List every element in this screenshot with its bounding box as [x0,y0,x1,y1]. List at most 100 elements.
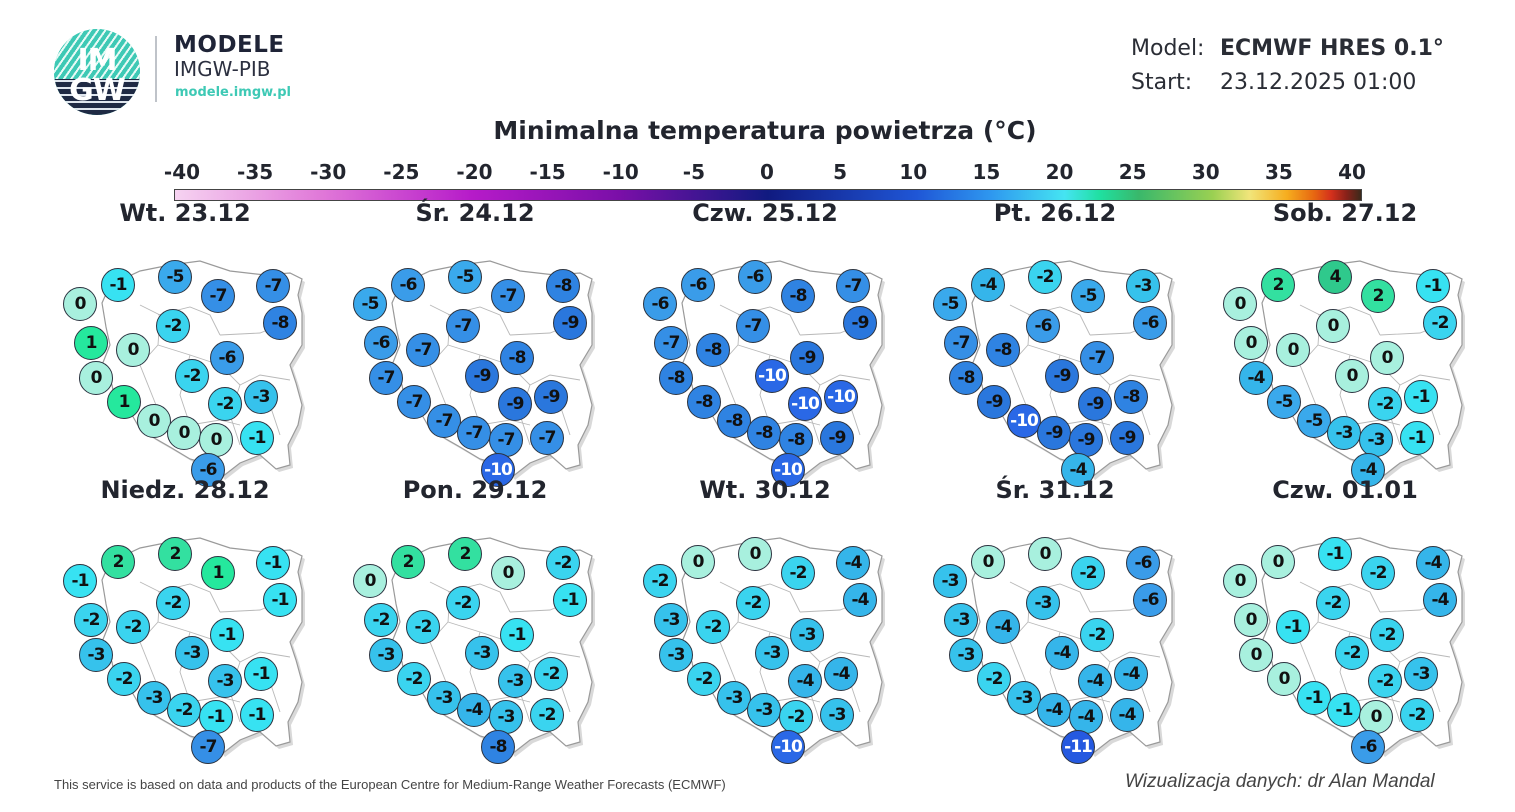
station-temperature-marker: -3 [1327,416,1361,450]
station-temperature-marker: -6 [1026,309,1060,343]
station-temperature-marker: -4 [843,583,877,617]
brand-subtitle: IMGW-PIB [174,57,271,81]
station-temperature-marker: -3 [79,638,113,672]
station-temperature-marker: 0 [63,287,97,321]
station-temperature-marker: 0 [1370,341,1404,375]
forecast-map-panel: Pon. 29.12 2 2 0 -2 0 -2 -1 -2 -2 -1 -3 -3 -2 -2 -3 -3 -4… [330,476,620,769]
colorbar-tick: 25 [1118,160,1147,184]
start-label: Start: [1131,70,1193,95]
station-temperature-marker: 4 [1318,260,1352,294]
station-temperature-marker: -7 [256,269,290,303]
station-temperature-marker: -3 [747,693,781,727]
station-temperature-marker: -6 [1133,306,1167,340]
station-temperature-marker: -2 [167,693,201,727]
station-temperature-marker: -5 [448,260,482,294]
station-temperature-marker: 0 [491,556,525,590]
station-temperature-marker: -1 [244,657,278,691]
map-date-title: Niedz. 28.12 [100,476,270,504]
start-value: 23.12.2025 01:00 [1220,70,1417,95]
colorbar-tick: 35 [1264,160,1293,184]
station-temperature-marker: -3 [1026,586,1060,620]
station-temperature-marker: -2 [530,698,564,732]
station-temperature-marker: 0 [116,333,150,367]
station-temperature-marker: -3 [755,636,789,670]
station-temperature-marker: -2 [406,610,440,644]
station-temperature-marker: 0 [353,564,387,598]
station-temperature-marker: -2 [1368,387,1402,421]
station-temperature-marker: -9 [498,387,532,421]
model-value: ECMWF HRES 0.1° [1220,36,1444,61]
station-temperature-marker: -2 [208,387,242,421]
station-temperature-marker: -1 [1297,681,1331,715]
station-temperature-marker: -4 [1061,453,1095,487]
station-temperature-marker: 0 [738,537,772,571]
station-temperature-marker: -8 [949,361,983,395]
forecast-map-panel: Śr. 31.12 0 0 -2 -6 -3 -3 -6 -3 -4 -2 -3 -4 -4 -2 -4 -3-… [910,476,1200,769]
station-temperature-marker: -5 [1071,279,1105,313]
station-temperature-marker: 0 [1335,359,1369,393]
station-temperature-marker: -8 [1114,380,1148,414]
colorbar-tick: 15 [972,160,1001,184]
station-temperature-marker: -6 [1351,730,1385,764]
station-temperature-marker: -9 [534,380,568,414]
station-temperature-marker: -1 [63,564,97,598]
station-temperature-marker: -7 [191,730,225,764]
station-temperature-marker: -8 [263,306,297,340]
station-temperature-marker: -2 [1361,556,1395,590]
station-temperature-marker: -2 [1080,618,1114,652]
station-temperature-marker: -2 [781,556,815,590]
station-temperature-marker: -1 [500,618,534,652]
forecast-map-panel: Niedz. 28.12 2 2 1 -1 -1 -2 -1 -2 -2 -1 -3 -3 -1 -2 -3-… [40,476,330,769]
station-temperature-marker: -2 [736,586,770,620]
station-temperature-marker: 0 [1267,662,1301,696]
station-temperature-marker: -8 [986,333,1020,367]
colorbar-tick: 5 [833,160,848,184]
station-temperature-marker: -9 [977,385,1011,419]
brand-url-link[interactable]: modele.imgw.pl [175,85,291,100]
station-temperature-marker: 0 [1261,545,1295,579]
station-temperature-marker: -6 [1133,583,1167,617]
station-temperature-marker: -3 [498,664,532,698]
map-date-title: Pon. 29.12 [402,476,548,504]
station-temperature-marker: -6 [681,268,715,302]
station-temperature-marker: -4 [1114,657,1148,691]
station-temperature-marker: 2 [448,537,482,571]
station-temperature-marker: -4 [836,546,870,580]
station-temperature-marker: -2 [546,546,580,580]
colorbar-tick: -25 [383,160,420,184]
forecast-map-panel: Wt. 23.12 -1 -5 -7 -7 0 -2 -8 1 0 -6 0 -2 -3 1 -2 0 0 0 -1-… [40,199,330,492]
station-temperature-marker: -3 [654,603,688,637]
station-temperature-marker: -2 [1316,586,1350,620]
station-temperature-marker: 0 [79,361,113,395]
colorbar-tick: -15 [529,160,566,184]
station-temperature-marker: -7 [427,404,461,438]
station-temperature-marker: -1 [101,268,135,302]
station-temperature-marker: -3 [1404,657,1438,691]
station-temperature-marker: -5 [1297,404,1331,438]
station-temperature-marker: -8 [717,404,751,438]
station-temperature-marker: -8 [779,423,813,457]
station-temperature-marker: -2 [1423,306,1457,340]
station-temperature-marker: -9 [1037,416,1071,450]
station-temperature-marker: 0 [1276,333,1310,367]
station-temperature-marker: -3 [820,698,854,732]
station-temperature-marker: -4 [1078,664,1112,698]
station-temperature-marker: -9 [790,341,824,375]
station-temperature-marker: -9 [1045,359,1079,393]
station-temperature-marker: -5 [353,287,387,321]
station-temperature-marker: -8 [747,416,781,450]
station-temperature-marker: -9 [843,306,877,340]
map-date-title: Wt. 30.12 [699,476,831,504]
station-temperature-marker: 0 [199,423,233,457]
colorbar-tick: -35 [237,160,274,184]
map-date-title: Czw. 25.12 [692,199,838,227]
station-temperature-marker: 2 [1261,268,1295,302]
station-temperature-marker: -2 [1071,556,1105,590]
station-temperature-marker: -1 [1400,421,1434,455]
station-temperature-marker: -9 [1078,387,1112,421]
station-temperature-marker: -7 [369,361,403,395]
station-temperature-marker: -1 [1404,380,1438,414]
station-temperature-marker: -8 [659,361,693,395]
station-temperature-marker: -3 [1359,423,1393,457]
station-temperature-marker: -3 [659,638,693,672]
